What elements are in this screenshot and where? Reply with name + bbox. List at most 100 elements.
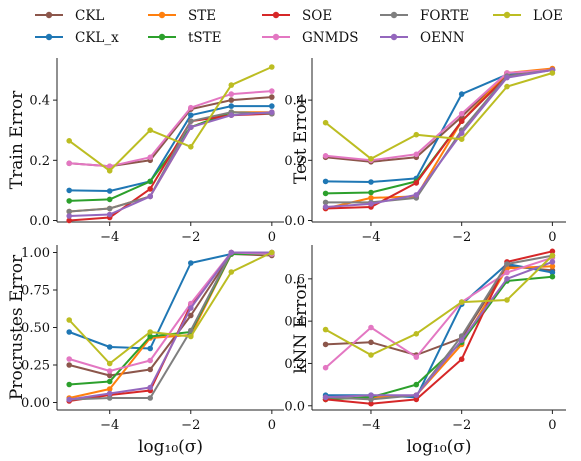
data-point xyxy=(147,186,153,192)
data-point xyxy=(368,189,374,196)
series-line xyxy=(325,275,553,401)
knn-error-panel: 0.0 0.2 0.4 0.6 −4 −2 0 kNN Error log₁₀(σ) xyxy=(284,245,566,457)
legend-marker xyxy=(158,33,166,41)
data-point xyxy=(228,249,235,256)
series-line xyxy=(68,66,273,172)
series-soe xyxy=(66,110,275,224)
x-axis-label: log₁₀(σ) xyxy=(406,437,471,457)
data-point xyxy=(228,97,235,103)
series-line xyxy=(325,69,553,162)
data-point xyxy=(549,273,556,280)
y-tick-label: 1.00 xyxy=(21,246,50,261)
data-point xyxy=(549,269,556,276)
data-point xyxy=(413,131,420,138)
data-point xyxy=(368,400,374,407)
data-point xyxy=(66,217,72,224)
data-point xyxy=(188,305,194,311)
y-tick-label: 0.4 xyxy=(29,94,50,109)
series-line xyxy=(69,251,272,402)
data-point xyxy=(458,130,465,136)
data-point xyxy=(269,64,275,70)
series-line xyxy=(325,69,553,195)
y-tick-label: 0.0 xyxy=(284,214,305,229)
data-point xyxy=(413,151,420,158)
series-oenn xyxy=(66,109,275,219)
series-line xyxy=(325,69,553,210)
data-point xyxy=(66,329,72,335)
x-tick-label: −4 xyxy=(361,230,380,245)
data-point xyxy=(549,263,556,270)
series-gnmds xyxy=(66,249,275,374)
data-point xyxy=(504,83,510,90)
y-axis-label: Test Error xyxy=(291,95,311,184)
y-tick-label: 0.00 xyxy=(21,396,50,411)
data-point xyxy=(66,362,72,368)
y-tick-label: 0.0 xyxy=(284,399,305,414)
series-gnmds xyxy=(322,254,556,371)
y-tick-label: 0.75 xyxy=(21,284,50,299)
legend-label: CKL_x xyxy=(75,30,119,46)
legend-marker xyxy=(45,33,53,41)
data-point xyxy=(322,199,329,206)
data-point xyxy=(188,333,194,340)
data-point xyxy=(368,179,374,185)
x-tick-label: −2 xyxy=(181,230,200,245)
data-point xyxy=(106,188,113,194)
y-axis-label: Procrustes Error xyxy=(7,254,27,400)
data-point xyxy=(66,160,72,167)
series-tste xyxy=(322,67,556,197)
series-ckl xyxy=(322,263,556,358)
data-point xyxy=(106,390,113,397)
data-point xyxy=(504,276,510,282)
data-point xyxy=(147,384,153,391)
data-point xyxy=(458,337,465,344)
data-point xyxy=(106,360,113,367)
data-point xyxy=(458,299,465,305)
legend-marker xyxy=(272,33,280,41)
legend-label: CKL xyxy=(75,8,104,24)
x-tick-label: −4 xyxy=(100,418,119,433)
data-point xyxy=(106,386,113,392)
data-point xyxy=(269,94,275,100)
data-point xyxy=(188,112,194,118)
series-line xyxy=(325,254,554,356)
data-point xyxy=(504,269,510,276)
data-point xyxy=(147,345,153,352)
legend-marker xyxy=(45,11,53,19)
data-point xyxy=(413,331,420,337)
data-point xyxy=(322,178,329,185)
data-point xyxy=(66,138,72,144)
data-point xyxy=(66,187,72,194)
series-line xyxy=(69,251,272,401)
series-forte xyxy=(66,249,275,403)
series-line xyxy=(324,72,553,160)
series-loe xyxy=(322,70,556,162)
series-loe xyxy=(322,252,556,358)
data-point xyxy=(147,178,153,185)
data-point xyxy=(458,110,465,117)
data-point xyxy=(106,372,113,379)
legend-label: SOE xyxy=(302,8,332,24)
series-ckl xyxy=(66,251,275,379)
series-ste xyxy=(322,263,556,403)
legend-marker xyxy=(390,11,398,19)
y-tick-label: 0.2 xyxy=(29,154,50,169)
data-point xyxy=(188,118,194,124)
y-tick-label: 0.6 xyxy=(284,272,305,287)
data-point xyxy=(504,261,510,267)
series-line xyxy=(69,112,272,222)
legend-entry-soe: SOE xyxy=(262,8,332,24)
series-line xyxy=(325,250,553,405)
legend-marker xyxy=(272,11,280,19)
data-point xyxy=(458,118,465,124)
data-point xyxy=(66,396,72,403)
data-point xyxy=(269,109,275,115)
series-soe xyxy=(66,249,275,404)
series-oenn xyxy=(66,249,275,403)
data-point xyxy=(368,156,374,162)
x-tick-label: −4 xyxy=(100,230,119,245)
procrustes-error-panel: 0.00 0.25 0.50 0.75 1.00 −4 −2 0 Procrustes Erro… xyxy=(7,245,284,457)
data-point xyxy=(504,297,510,303)
legend-marker xyxy=(158,11,166,19)
data-point xyxy=(368,352,374,358)
